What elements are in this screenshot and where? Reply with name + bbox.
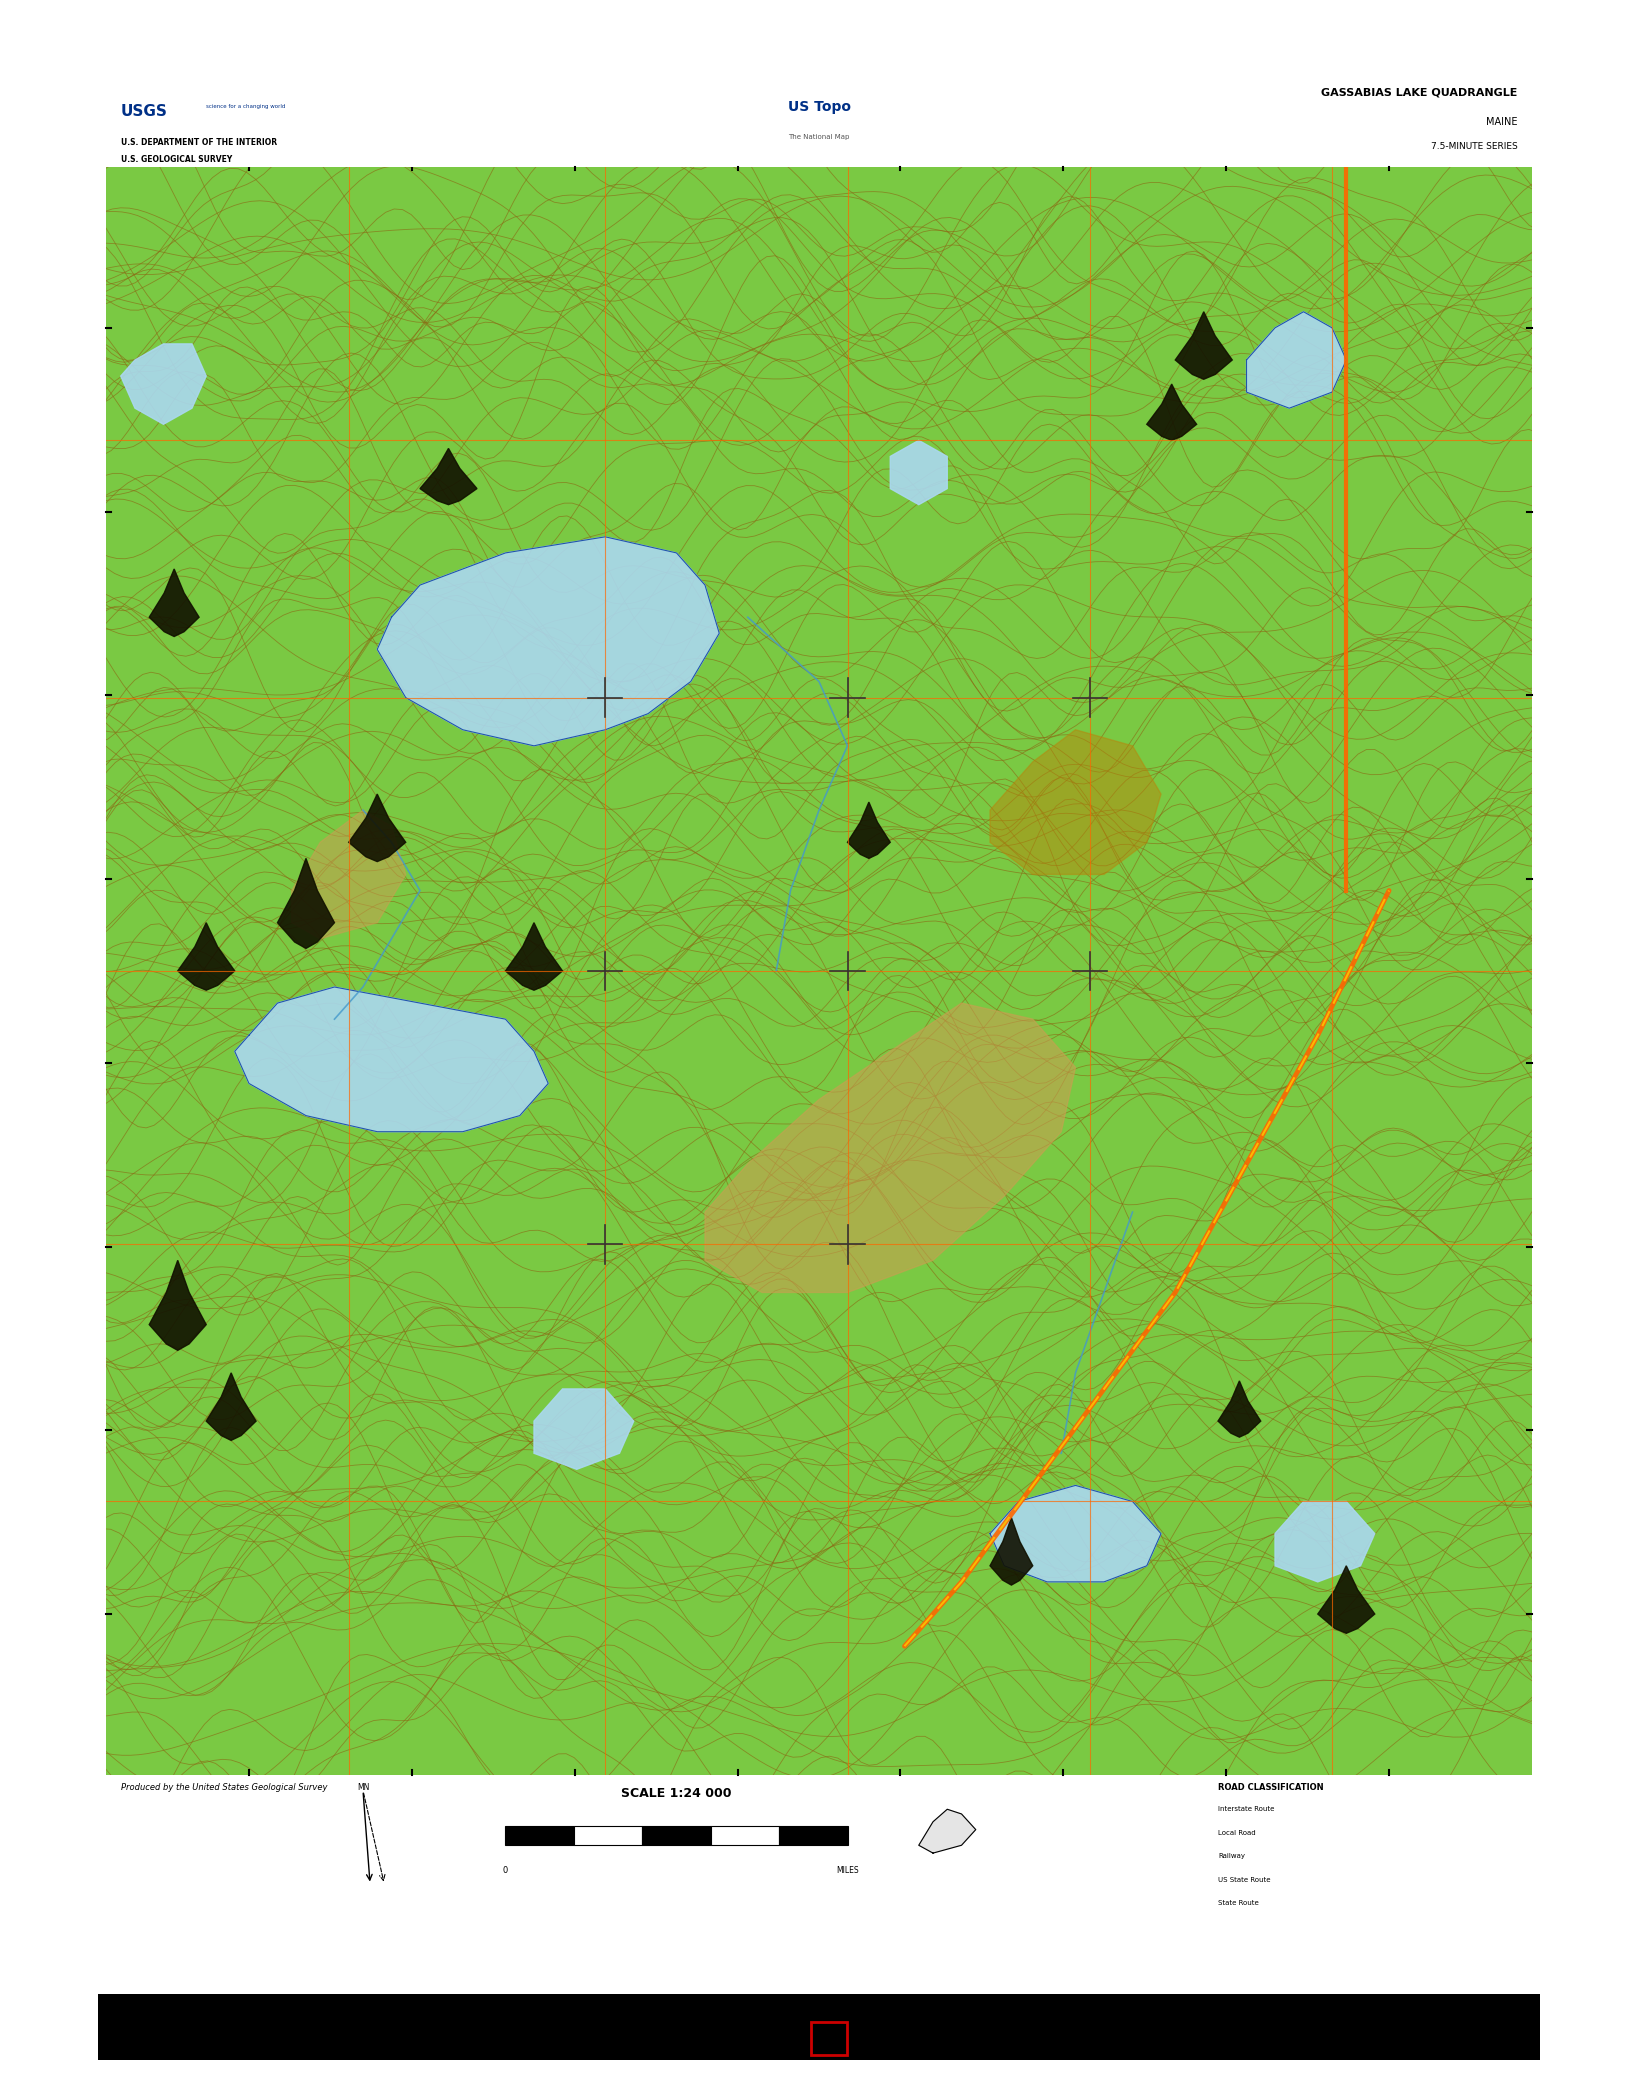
Text: 7.5-MINUTE SERIES: 7.5-MINUTE SERIES (1430, 142, 1517, 150)
Text: State Route: State Route (1219, 1900, 1258, 1906)
Text: U.S. DEPARTMENT OF THE INTERIOR: U.S. DEPARTMENT OF THE INTERIOR (121, 138, 277, 146)
Polygon shape (919, 1808, 976, 1854)
Bar (811, 2021, 847, 2055)
Text: Produced by the United States Geological Survey: Produced by the United States Geological… (121, 1783, 328, 1792)
Bar (642, 1827, 711, 1846)
Text: 0: 0 (503, 1867, 508, 1875)
Polygon shape (1147, 384, 1197, 441)
Polygon shape (277, 858, 334, 948)
Polygon shape (149, 570, 200, 637)
Text: MILES: MILES (835, 1867, 858, 1875)
Text: US Topo: US Topo (788, 100, 850, 115)
Polygon shape (206, 1374, 256, 1441)
Text: US State Route: US State Route (1219, 1877, 1271, 1883)
Polygon shape (234, 988, 549, 1132)
Bar (506, 1827, 573, 1846)
Polygon shape (847, 802, 891, 858)
Polygon shape (1319, 1566, 1374, 1633)
Polygon shape (179, 923, 234, 990)
Text: Interstate Route: Interstate Route (1219, 1806, 1274, 1812)
Polygon shape (989, 1485, 1161, 1583)
Polygon shape (292, 810, 406, 940)
Polygon shape (1219, 1380, 1261, 1437)
Text: GASSABIAS LAKE QUADRANGLE: GASSABIAS LAKE QUADRANGLE (1320, 88, 1517, 98)
Polygon shape (1247, 311, 1346, 409)
Text: ROAD CLASSIFICATION: ROAD CLASSIFICATION (1219, 1783, 1324, 1792)
Polygon shape (121, 345, 206, 424)
Text: science for a changing world: science for a changing world (206, 104, 285, 109)
Text: Railway: Railway (1219, 1854, 1245, 1858)
Bar (780, 1827, 847, 1846)
Polygon shape (534, 1389, 634, 1470)
Bar (98, 1994, 1540, 2059)
Text: USGS: USGS (121, 104, 167, 119)
Text: MN: MN (357, 1783, 369, 1792)
Polygon shape (506, 923, 562, 990)
Polygon shape (419, 449, 477, 505)
Bar (573, 1827, 642, 1846)
Text: The National Map: The National Map (788, 134, 850, 140)
Polygon shape (989, 729, 1161, 875)
Polygon shape (1176, 311, 1232, 380)
Polygon shape (704, 1002, 1076, 1292)
Text: Local Road: Local Road (1219, 1829, 1256, 1835)
Bar (711, 1827, 780, 1846)
Polygon shape (377, 537, 719, 745)
Polygon shape (989, 1518, 1034, 1585)
Text: U.S. GEOLOGICAL SURVEY: U.S. GEOLOGICAL SURVEY (121, 155, 233, 163)
Polygon shape (349, 793, 406, 862)
Bar (106, 84, 419, 167)
Text: SCALE 1:24 000: SCALE 1:24 000 (621, 1787, 732, 1800)
Polygon shape (891, 441, 947, 505)
Polygon shape (1274, 1501, 1374, 1583)
Text: MAINE: MAINE (1486, 117, 1517, 127)
Polygon shape (149, 1261, 206, 1351)
